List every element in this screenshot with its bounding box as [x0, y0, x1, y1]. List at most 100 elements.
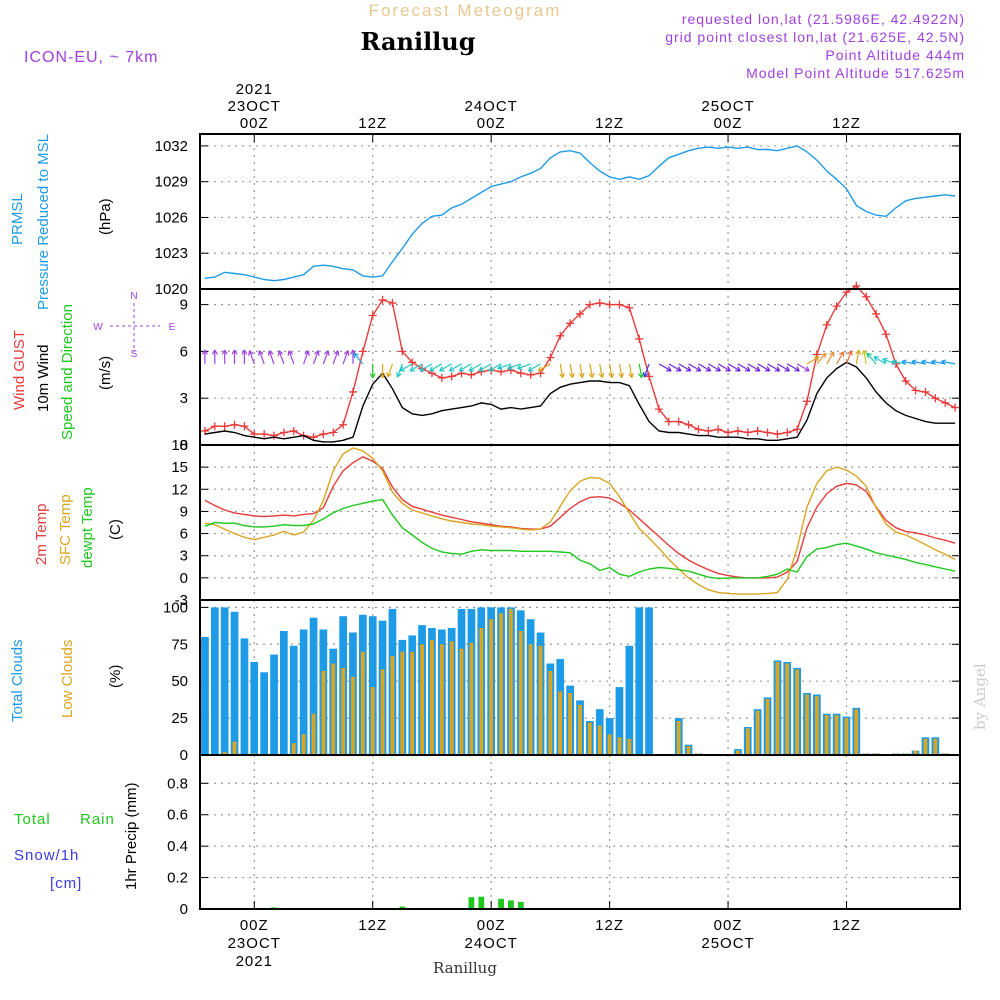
bar-low-clouds — [745, 728, 750, 755]
ylabel-ms: (m/s) — [97, 356, 114, 390]
gust-marker — [220, 422, 229, 431]
gust-marker — [743, 428, 752, 437]
bar-total-clouds — [201, 636, 209, 755]
bar-low-clouds — [459, 648, 464, 755]
bar-total-rain — [468, 897, 475, 909]
series-wind-gust — [204, 284, 956, 438]
wind-arrow — [618, 363, 625, 379]
wind-arrow — [231, 349, 238, 364]
wind-arrow — [448, 363, 462, 372]
ylabel-hpa: (hPa) — [97, 198, 114, 235]
bottom-time-label: 12Z — [358, 917, 387, 934]
bottom-time-label: 24OCT — [464, 935, 517, 952]
wind-arrow — [698, 363, 712, 372]
bar-low-clouds — [775, 662, 780, 755]
gust-marker — [951, 403, 960, 412]
bar-total-clouds — [211, 607, 219, 755]
bar-low-clouds — [607, 734, 612, 755]
ylabel-wind-gust: Wind GUST — [11, 330, 28, 410]
wind-arrow — [786, 363, 800, 372]
y-tick-label: 1020 — [155, 281, 188, 298]
wind-arrow — [559, 363, 565, 379]
top-time-label: 00Z — [714, 115, 743, 132]
panel-wind: 0 3 6 9 — [180, 281, 961, 454]
gust-marker — [635, 334, 644, 343]
top-time-label: 2021 — [236, 81, 273, 98]
y-tick-label: 0.8 — [167, 775, 188, 792]
wind-arrow — [419, 363, 433, 372]
gust-marker — [358, 347, 367, 356]
wind-arrow — [568, 363, 575, 379]
series-prmsl — [204, 145, 956, 282]
wind-arrow — [342, 350, 350, 365]
wind-arrow — [429, 363, 443, 372]
wind-arrow — [668, 363, 682, 372]
y-tick-label: 0.2 — [167, 870, 188, 887]
gust-marker — [763, 428, 772, 437]
gust-marker — [447, 372, 456, 381]
wind-arrow — [517, 363, 531, 370]
wind-arrow — [777, 363, 791, 372]
bar-low-clouds — [834, 715, 839, 755]
gust-marker — [398, 347, 407, 356]
wind-arrow — [241, 349, 248, 364]
bar-low-clouds — [587, 722, 592, 755]
gust-marker — [260, 430, 269, 439]
gust-marker — [783, 428, 792, 437]
y-tick-label: 1023 — [155, 245, 188, 262]
header-model-altitude: Model Point Altitude 517.625m — [746, 65, 965, 81]
wind-arrow — [332, 350, 340, 365]
gust-marker — [348, 387, 357, 396]
y-tick-label: 0 — [180, 747, 188, 764]
bar-low-clouds — [449, 641, 454, 755]
wind-arrow — [836, 351, 845, 365]
panel-pressure: 1020 1023 1026 1029 1032 — [155, 133, 961, 298]
bar-low-clouds — [518, 631, 523, 755]
bar-total-clouds — [260, 672, 268, 755]
ylabel-low-clouds: Low Clouds — [59, 640, 76, 718]
bar-total-clouds — [220, 607, 229, 755]
bottom-time-label: 23OCT — [228, 935, 281, 952]
wind-arrow — [873, 356, 887, 365]
bar-total-clouds — [250, 662, 259, 755]
bar-low-clouds — [854, 709, 859, 755]
wind-arrow — [727, 363, 741, 372]
bar-low-clouds — [617, 737, 622, 755]
gust-marker — [684, 420, 693, 429]
gust-marker — [941, 398, 950, 407]
wind-arrow — [628, 363, 634, 379]
bar-low-clouds — [558, 691, 563, 755]
gust-marker — [724, 428, 733, 437]
wind-arrow — [861, 349, 868, 365]
wind-arrow — [707, 363, 721, 372]
bar-low-clouds — [736, 750, 740, 755]
wind-arrow — [399, 363, 413, 372]
watermark: by Angel — [971, 663, 989, 730]
y-tick-label: 0.6 — [167, 807, 188, 824]
wind-arrow — [277, 350, 285, 365]
y-tick-label: 6 — [180, 343, 188, 360]
wind-arrow — [312, 350, 320, 365]
header-grid-point: grid point closest lon,lat (21.625E, 42.… — [665, 29, 965, 45]
wind-arrow — [353, 352, 364, 365]
wind-arrow — [598, 363, 605, 379]
y-tick-label: 9 — [180, 503, 188, 520]
wind-arrow — [658, 363, 672, 372]
wind-arrow — [248, 350, 255, 365]
wind-arrow — [578, 363, 585, 379]
gust-marker — [832, 302, 841, 311]
wind-arrow — [796, 363, 810, 372]
bar-low-clouds — [844, 718, 849, 755]
wind-arrow — [211, 349, 218, 364]
y-tick-label: 1026 — [155, 209, 188, 226]
gust-marker — [803, 397, 812, 406]
gust-marker — [329, 428, 338, 437]
wind-arrow — [638, 363, 644, 379]
wind-arrow — [643, 363, 650, 378]
compass-label: N — [130, 291, 137, 302]
wind-arrow — [497, 363, 512, 370]
bar-low-clouds — [765, 698, 770, 755]
wind-arrow — [608, 363, 615, 379]
wind-arrow — [717, 363, 731, 372]
top-time-label: 25OCT — [701, 98, 754, 115]
